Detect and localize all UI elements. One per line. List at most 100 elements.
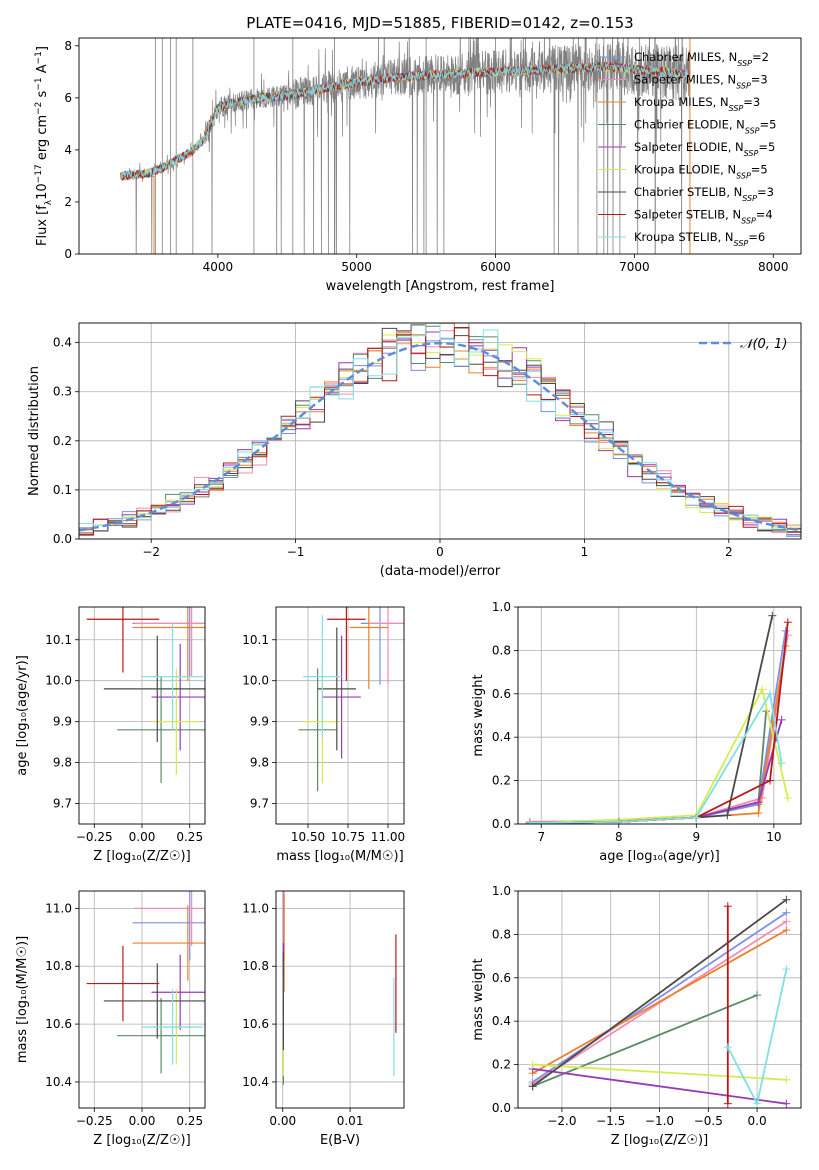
y-label-part: −1 (34, 77, 44, 90)
legend-name: Kroupa ELODIE, N (634, 163, 736, 177)
y-tick-label: 4 (64, 143, 72, 157)
x-axis-label: Z [log₁₀(Z/Z☉)] (93, 1133, 190, 1148)
model-spectrum-line (120, 61, 691, 180)
axes-frame (78, 322, 802, 540)
y-tick-label: 10.4 (45, 1075, 72, 1089)
y-label-part: 10 (35, 183, 50, 200)
legend-name: Salpeter MILES, N (634, 73, 736, 87)
plot-area (518, 607, 801, 824)
y-tick-label: 0.4 (492, 730, 511, 744)
plot-area (276, 607, 404, 824)
legend-sub: SSP (734, 239, 749, 248)
plot-area (79, 607, 205, 824)
x-tick-label: 0.0 (748, 1114, 767, 1128)
x-tick-label: −0.25 (76, 830, 113, 844)
x-tick-label: −1.5 (596, 1114, 625, 1128)
plot-area (79, 323, 801, 539)
x-tick-label: 0.00 (129, 830, 156, 844)
weight-age-line (529, 615, 774, 824)
y-tick-label: 10.8 (45, 959, 72, 973)
y-axis-label: age [log₁₀(age/yr)] (15, 655, 30, 776)
y-tick-label: 0.0 (53, 532, 72, 546)
y-tick-label: 0.4 (53, 336, 72, 350)
legend-sub: SSP (744, 149, 759, 158)
y-label-part: s (35, 90, 50, 101)
axes-frame (78, 37, 802, 255)
x-tick-label: −0.5 (694, 1114, 723, 1128)
axes-frame (517, 606, 802, 825)
x-tick-label: −0.25 (76, 1114, 113, 1128)
weight-z-line (532, 994, 758, 1088)
y-tick-label: 0.3 (53, 385, 72, 399)
x-tick-label: 8 (615, 830, 623, 844)
y-tick-label: 0.8 (492, 927, 511, 941)
y-tick-label: 9.7 (250, 797, 269, 811)
y-tick-label: 9.7 (53, 797, 72, 811)
legend-label: Chabrier MILES, NSSP=2 (634, 50, 769, 68)
x-axis-label: Z [log₁₀(Z/Z☉)] (93, 849, 190, 864)
legend-label: Kroupa ELODIE, NSSP=5 (634, 163, 768, 181)
age-vs-mass-panel: 10.50 10.75 11.00 9.7 9.8 9.9 10.0 10.1 mass [lo… (242, 606, 405, 864)
legend-sub: SSP (742, 194, 757, 203)
observed-spectrum-line (120, 38, 691, 254)
legend-sub: SSP (737, 59, 752, 68)
x-axis-label: E(B-V) (320, 1133, 360, 1148)
legend-name: Chabrier MILES, N (634, 50, 737, 64)
y-label-part: ] (35, 46, 50, 51)
y-tick-label: 1.0 (492, 600, 511, 614)
figure-title: PLATE=0416, MJD=51885, FIBERID=0142, z=0… (246, 14, 633, 32)
y-label-part: −17 (34, 164, 44, 183)
y-label-part: −2 (34, 102, 44, 115)
normal-legend-label: 𝒩(0, 1) (740, 337, 787, 352)
x-tick-label: 9 (693, 830, 701, 844)
axes-frame (275, 606, 405, 825)
y-tick-label: 10.1 (242, 633, 269, 647)
plot-area (120, 38, 691, 254)
legend-name: Kroupa STELIB, N (634, 230, 734, 244)
weight-age-line (529, 711, 767, 824)
legend-sub: SSP (741, 216, 756, 225)
weight-age-line (529, 645, 787, 824)
y-axis-label: Normed distribution (27, 366, 42, 496)
spectrum-panel: 4000 5000 6000 7000 8000 0 2 4 6 8 wavelength [Ang… (34, 37, 802, 294)
y-tick-label: 0.2 (492, 1058, 511, 1072)
x-tick-label: 0.25 (176, 1114, 203, 1128)
legend-name: Chabrier ELODIE, N (634, 118, 745, 132)
x-tick-label: 8000 (758, 260, 789, 274)
y-tick-label: 2 (64, 195, 72, 209)
x-tick-label: 10 (766, 830, 781, 844)
legend-sub: SSP (745, 126, 760, 135)
weight-vs-z-panel: −2.0 −1.5 −1.0 −0.5 0.0 0.0 0.2 0.4 0.6 0.8 1.0 Z [… (471, 884, 802, 1148)
legend-nssp: =2 (752, 50, 769, 64)
y-tick-label: 1.0 (492, 884, 511, 898)
plot-area (79, 891, 205, 1108)
y-label-part: Flux [f (35, 205, 50, 246)
legend-label: Kroupa STELIB, NSSP=6 (634, 230, 765, 248)
x-tick-label: 1 (581, 545, 589, 559)
legend-nssp: =4 (756, 208, 773, 222)
y-axis-label: mass weight (471, 958, 486, 1040)
axes-frame (517, 890, 802, 1109)
legend-nssp: =5 (751, 163, 768, 177)
legend-sub: SSP (729, 104, 744, 113)
y-tick-label: 0.8 (492, 643, 511, 657)
legend-nssp: =3 (751, 73, 768, 87)
weight-z-line (532, 911, 787, 1083)
legend-name: Salpeter ELODIE, N (634, 140, 744, 154)
x-tick-label: 10.50 (291, 830, 325, 844)
x-axis-label: (data-model)/error (380, 564, 501, 579)
y-tick-label: 9.8 (250, 756, 269, 770)
x-tick-label: −1 (287, 545, 305, 559)
weight-age-line (529, 686, 789, 824)
x-tick-label: 2 (725, 545, 733, 559)
x-tick-label: 4000 (203, 260, 234, 274)
y-tick-label: 0 (64, 247, 72, 261)
legend-nssp: =5 (758, 140, 775, 154)
weight-z-line (532, 929, 787, 1075)
y-tick-label: 9.9 (53, 715, 72, 729)
x-tick-label: 7000 (619, 260, 650, 274)
legend-nssp: =3 (743, 95, 760, 109)
normal-curve (79, 341, 801, 532)
legend-label: Salpeter STELIB, NSSP=4 (634, 208, 773, 226)
legend-label: Salpeter ELODIE, NSSP=5 (634, 140, 775, 158)
